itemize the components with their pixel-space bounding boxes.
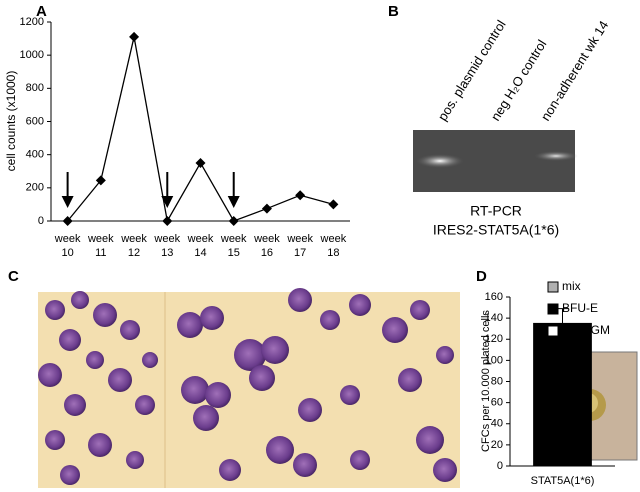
y-tick-label: 0 bbox=[38, 215, 44, 227]
arrow-head bbox=[61, 196, 74, 208]
legend-swatch bbox=[547, 303, 559, 315]
panel-label: A bbox=[36, 3, 47, 20]
legend-swatch bbox=[547, 281, 559, 293]
point bbox=[162, 216, 173, 226]
x-tick-label: 14 bbox=[194, 247, 206, 259]
y-tick-label: 40 bbox=[491, 418, 503, 430]
legend-swatch bbox=[547, 325, 559, 337]
x-tick-label: 17 bbox=[294, 247, 306, 259]
gel-caption: RT-PCR bbox=[470, 203, 522, 219]
gel-band bbox=[534, 151, 578, 161]
y-tick-label: 0 bbox=[497, 460, 503, 472]
x-tick-prefix: week bbox=[253, 233, 280, 245]
y-tick-label: 60 bbox=[491, 397, 503, 409]
panel-label: B bbox=[388, 3, 399, 20]
y-tick-label: 400 bbox=[26, 149, 44, 161]
point bbox=[228, 216, 239, 226]
micrograph bbox=[38, 288, 460, 488]
panel-label: C bbox=[8, 268, 19, 285]
legend-label: BFU-E bbox=[562, 301, 598, 315]
arrow-head bbox=[227, 196, 240, 208]
x-tick-label: 10 bbox=[61, 247, 73, 259]
y-axis-title: cell counts (x1000) bbox=[4, 71, 18, 172]
y-tick-label: 100 bbox=[485, 354, 503, 366]
x-tick-prefix: week bbox=[153, 233, 180, 245]
point bbox=[261, 203, 272, 214]
y-tick-label: 120 bbox=[485, 333, 503, 345]
legend-label: CFU-GM bbox=[562, 323, 610, 337]
gel-band bbox=[416, 154, 464, 168]
x-tick-prefix: week bbox=[120, 233, 147, 245]
x-tick-label: 13 bbox=[161, 247, 173, 259]
x-tick-prefix: week bbox=[286, 233, 313, 245]
y-tick-label: 800 bbox=[26, 82, 44, 94]
x-tick-label: 18 bbox=[327, 247, 339, 259]
bar bbox=[533, 322, 592, 467]
y-axis-title: CFCs per 10.000 plated cells bbox=[480, 310, 492, 452]
point bbox=[195, 157, 206, 168]
x-tick-prefix: week bbox=[320, 233, 347, 245]
x-tick-label: 16 bbox=[261, 247, 273, 259]
legend-label: mix bbox=[562, 279, 581, 293]
x-tick-label: 15 bbox=[228, 247, 240, 259]
x-tick-prefix: week bbox=[87, 233, 114, 245]
x-tick-prefix: week bbox=[187, 233, 214, 245]
y-tick-label: 20 bbox=[491, 439, 503, 451]
y-tick-label: 140 bbox=[485, 312, 503, 324]
y-tick-label: 80 bbox=[491, 375, 503, 387]
x-tick-label: 11 bbox=[95, 247, 106, 259]
arrow-head bbox=[161, 196, 174, 208]
panel-label: D bbox=[476, 268, 487, 285]
line bbox=[67, 36, 334, 223]
y-tick-label: 160 bbox=[485, 291, 503, 303]
y-tick-label: 600 bbox=[26, 115, 44, 127]
x-tick-label: 12 bbox=[128, 247, 140, 259]
x-tick-prefix: week bbox=[54, 233, 81, 245]
x-tick-prefix: week bbox=[220, 233, 247, 245]
y-tick-label: 200 bbox=[26, 182, 44, 194]
y-tick-label: 1000 bbox=[20, 49, 44, 61]
point bbox=[295, 190, 306, 201]
point bbox=[62, 216, 73, 226]
y-tick-label: 1200 bbox=[20, 16, 44, 28]
point bbox=[328, 199, 339, 210]
point bbox=[95, 175, 106, 186]
point bbox=[129, 31, 140, 42]
lane-label: non-adherent wk 14 bbox=[538, 18, 612, 123]
gel-caption: IRES2-STAT5A(1*6) bbox=[433, 222, 559, 238]
x-tick-label: STAT5A(1*6) bbox=[531, 475, 595, 487]
